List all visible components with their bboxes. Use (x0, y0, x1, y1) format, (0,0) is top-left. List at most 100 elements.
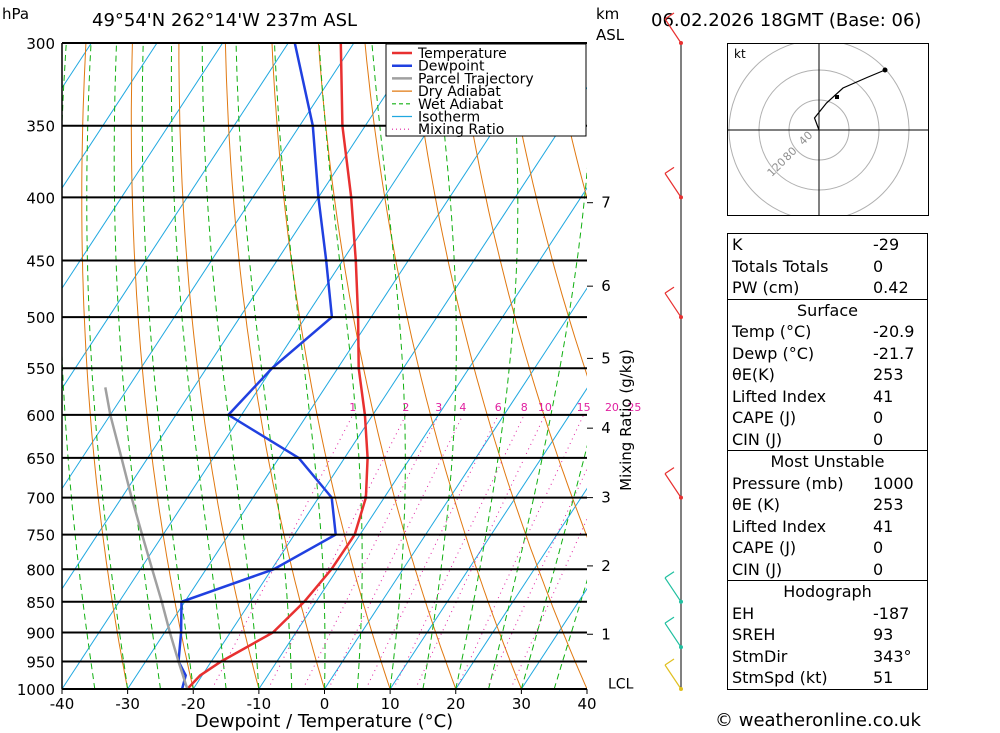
mixing-ratio-line (414, 414, 546, 689)
wet-adiabat-line (141, 43, 194, 689)
isotherm-line (62, 43, 420, 590)
legend-entry: Dewpoint (418, 59, 485, 75)
wet-adiabat-line (274, 43, 326, 689)
wet-adiabat-line (422, 43, 457, 689)
pressure-tick-label: 650 (26, 450, 55, 468)
location-title: 49°54'N 262°14'W 237m ASL (92, 10, 358, 31)
mixing-ratio-value-label: 10 (538, 401, 552, 414)
pressure-tick-label: 350 (26, 118, 55, 136)
legend-box (385, 43, 587, 137)
mixing-ratio-line (302, 414, 440, 689)
mixing-ratio-value-label: 15 (577, 401, 591, 414)
lcl-label: LCL (608, 677, 634, 693)
mixing-ratio-value-label: 4 (459, 401, 466, 414)
isotherm-line (62, 43, 289, 390)
most-unstable-row: CIN (J) 0 (732, 559, 884, 579)
hodograph-row: EH -187 (732, 603, 910, 623)
mixing-ratio-line (456, 414, 585, 689)
height-tick-label: 6 (601, 277, 611, 295)
isotherm-line (62, 43, 158, 189)
wind-barb-flag (664, 467, 675, 475)
mixing-ratio-value-label: 6 (495, 401, 502, 414)
surface-row: CIN (J) 0 (732, 429, 884, 449)
dry-adiabat-line (691, 43, 716, 689)
mixing-ratio-value-label: 1 (349, 401, 356, 414)
pressure-tick-label: 800 (26, 561, 55, 579)
x-tick-label: 10 (381, 695, 400, 713)
surface-row: Lifted Index 41 (732, 386, 894, 406)
surface-row: θE(K) 253 (732, 365, 904, 384)
isotherm-line (0, 43, 26, 689)
wind-profile (664, 12, 683, 691)
wind-barb-flag (664, 166, 675, 174)
x-tick-label: 30 (512, 695, 531, 713)
pressure-tick-label: 950 (26, 653, 55, 671)
height-tick-label: 2 (601, 557, 611, 575)
copyright-footer[interactable]: © weatheronline.co.uk (715, 710, 921, 731)
wind-barb-flag (664, 286, 675, 294)
wet-adiabat-line (488, 167, 587, 689)
wet-adiabat-line (371, 43, 406, 689)
mixing-ratio-value-label: 3 (435, 401, 442, 414)
hodograph-end-point (882, 67, 888, 73)
mixing-ratio-line (393, 414, 525, 689)
pressure-tick-label: 300 (26, 35, 55, 53)
dry-adiabat-line (598, 43, 716, 689)
dry-adiabat-line (504, 43, 587, 377)
pressure-tick-label: 600 (26, 407, 55, 425)
isotherm-line (324, 287, 587, 689)
mixing-ratio-line (365, 414, 499, 689)
x-tick-label: 20 (446, 695, 465, 713)
wind-barb-staff (664, 664, 682, 690)
surface-row: CAPE (J) 0 (732, 408, 884, 427)
pressure-tick-label: 850 (26, 594, 55, 612)
height-tick-label: 5 (601, 349, 611, 367)
wet-adiabat-line (170, 43, 227, 689)
hodograph-units: kt (734, 47, 746, 61)
indices-table: K -29 Totals Totals 0 PW (cm) 0.42 Surface … (727, 233, 928, 690)
dry-adiabat-line (130, 43, 194, 689)
x-tick-label: -40 (50, 695, 75, 713)
wind-barb-flag (664, 571, 675, 579)
wind-barb-flag (664, 616, 675, 624)
isotherm-line (192, 86, 587, 689)
axes: 1 2 3 4 6 8 10 15 20 2530035040045050055060065070… (17, 35, 642, 713)
most-unstable-section-title: Most Unstable (770, 452, 885, 471)
km-unit-label: km (596, 5, 620, 23)
pressure-tick-label: 500 (26, 309, 55, 327)
x-tick-label: 40 (577, 695, 596, 713)
legend-entry: Mixing Ratio (418, 122, 504, 138)
isotherm-line (127, 43, 552, 689)
wind-barb-staff (664, 577, 682, 603)
isotherm-line (258, 187, 587, 689)
index-row-pw: PW (cm) 0.42 (732, 278, 909, 297)
legend-entry: Parcel Trajectory (418, 71, 534, 87)
wet-adiabat-line (520, 444, 587, 689)
storm-motion-marker (835, 95, 839, 99)
skewt-chart: 1 2 3 4 6 8 10 15 20 2530035040045050055060065070… (0, 12, 716, 732)
wind-barb-staff (664, 173, 682, 198)
index-row-totals: Totals Totals 0 (732, 256, 884, 276)
x-tick-label: -10 (247, 695, 272, 713)
wet-adiabat-line (235, 43, 293, 689)
pressure-tick-label: 900 (26, 624, 55, 642)
mixing-ratio-line (486, 467, 587, 689)
mixing-ratio-value-label: 8 (521, 401, 528, 414)
wind-barb-flag (664, 658, 675, 666)
pressure-tick-label: 450 (26, 253, 55, 271)
index-row-k: K -29 (732, 235, 900, 254)
series-line-dewpoint (177, 43, 338, 689)
pressure-tick-label: 1000 (17, 681, 55, 699)
x-tick-label: -20 (181, 695, 206, 713)
x-axis-label: Dewpoint / Temperature (°C) (195, 711, 453, 732)
asl-unit-label: ASL (596, 26, 625, 44)
most-unstable-row: CAPE (J) 0 (732, 538, 884, 557)
isotherm-line (389, 387, 587, 689)
isotherm-line (62, 43, 224, 290)
legend-entry: Isotherm (418, 110, 480, 126)
wind-barb-staff (664, 18, 682, 44)
mixing-ratio-value-label: 20 (605, 401, 619, 414)
